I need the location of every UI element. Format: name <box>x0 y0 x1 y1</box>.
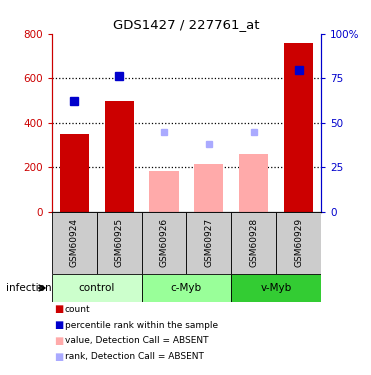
Bar <box>187 212 231 274</box>
Text: GSM60926: GSM60926 <box>160 218 168 267</box>
Bar <box>239 154 268 212</box>
Text: GSM60929: GSM60929 <box>294 218 303 267</box>
Text: count: count <box>65 305 91 314</box>
Text: GSM60927: GSM60927 <box>204 218 213 267</box>
Text: ■: ■ <box>54 336 63 346</box>
Bar <box>142 212 187 274</box>
Bar <box>142 274 231 302</box>
Text: ■: ■ <box>54 320 63 330</box>
Bar <box>97 212 142 274</box>
Text: rank, Detection Call = ABSENT: rank, Detection Call = ABSENT <box>65 352 204 361</box>
Text: percentile rank within the sample: percentile rank within the sample <box>65 321 218 330</box>
Title: GDS1427 / 227761_at: GDS1427 / 227761_at <box>113 18 260 31</box>
Bar <box>52 274 142 302</box>
Bar <box>231 212 276 274</box>
Text: control: control <box>79 283 115 293</box>
Text: ■: ■ <box>54 352 63 362</box>
Text: c-Myb: c-Myb <box>171 283 202 293</box>
Text: GSM60925: GSM60925 <box>115 218 124 267</box>
Bar <box>105 100 134 212</box>
Bar <box>52 212 97 274</box>
Bar <box>150 171 178 212</box>
Bar <box>276 212 321 274</box>
Bar <box>284 43 313 212</box>
Bar <box>194 164 223 212</box>
Text: v-Myb: v-Myb <box>260 283 292 293</box>
Text: ■: ■ <box>54 304 63 314</box>
Text: GSM60928: GSM60928 <box>249 218 258 267</box>
Text: value, Detection Call = ABSENT: value, Detection Call = ABSENT <box>65 336 209 345</box>
Bar <box>231 274 321 302</box>
Bar <box>60 134 89 212</box>
Text: infection: infection <box>6 283 51 293</box>
Text: GSM60924: GSM60924 <box>70 218 79 267</box>
